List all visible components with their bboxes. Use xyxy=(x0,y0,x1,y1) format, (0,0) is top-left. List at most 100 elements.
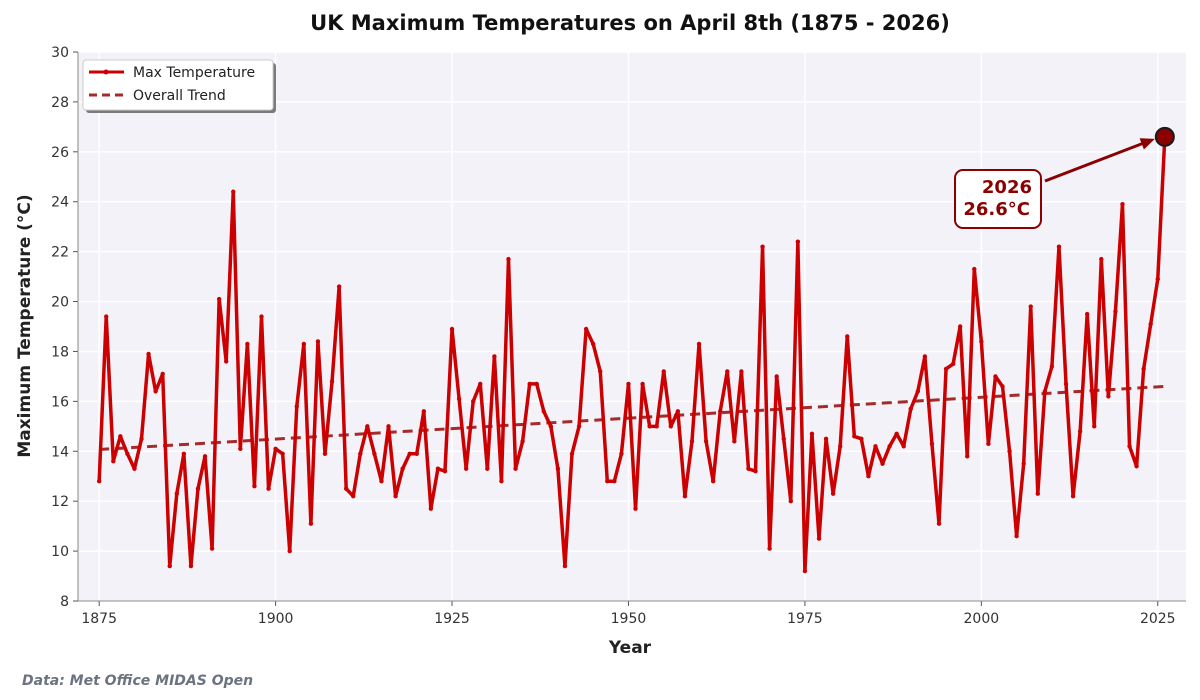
data-point xyxy=(809,431,815,437)
x-tick-label: 1975 xyxy=(787,611,823,627)
data-point xyxy=(837,444,843,449)
annotation-arrow xyxy=(1044,140,1148,183)
data-points xyxy=(96,134,1168,574)
data-point xyxy=(732,439,737,444)
data-point xyxy=(852,434,857,439)
x-tick-label: 1900 xyxy=(258,611,294,627)
x-tick-label: 2000 xyxy=(964,611,1000,627)
data-point xyxy=(1063,381,1069,387)
data-point xyxy=(746,466,751,471)
data-point xyxy=(111,459,116,464)
y-tick-label: 26 xyxy=(51,145,69,161)
annotation: 2026 26.6°C xyxy=(954,126,1175,229)
data-point xyxy=(287,548,292,554)
data-point xyxy=(365,424,370,429)
y-tick-label: 30 xyxy=(51,45,69,61)
data-point xyxy=(1035,491,1040,496)
data-point xyxy=(139,436,144,441)
data-point xyxy=(372,451,377,456)
data-point xyxy=(555,466,561,471)
data-point xyxy=(979,339,984,344)
data-point xyxy=(188,563,194,569)
data-point xyxy=(612,479,617,484)
data-point xyxy=(894,431,899,437)
data-point xyxy=(929,441,935,446)
data-point xyxy=(449,326,455,332)
data-point xyxy=(506,256,511,262)
data-point xyxy=(499,479,504,484)
data-point xyxy=(718,409,723,414)
data-point xyxy=(146,351,151,357)
legend-label-max-temperature: Max Temperature xyxy=(133,65,255,81)
x-tick-label: 2025 xyxy=(1140,611,1176,627)
data-point xyxy=(1056,244,1062,249)
data-point xyxy=(1077,429,1083,434)
data-point xyxy=(1106,394,1111,399)
data-point xyxy=(965,454,970,459)
y-axis-label: Maximum Temperature (°C) xyxy=(15,194,35,457)
data-point xyxy=(668,424,674,429)
data-point xyxy=(224,359,229,364)
data-point xyxy=(562,563,568,569)
data-point xyxy=(845,334,850,339)
data-point xyxy=(541,409,546,414)
data-point xyxy=(710,479,716,484)
data-point xyxy=(590,341,596,347)
data-point xyxy=(386,424,391,429)
data-point xyxy=(379,479,384,484)
data-point xyxy=(428,506,434,511)
data-point xyxy=(760,244,765,249)
data-point xyxy=(442,469,448,474)
annotation-value: 26.6°C xyxy=(963,199,1030,220)
annotation-arrowhead xyxy=(1139,138,1155,150)
data-point xyxy=(1127,444,1132,449)
data-point xyxy=(661,369,666,374)
data-point xyxy=(802,568,808,574)
y-tick-labels: 8 10 12 14 16 18 20 22 24 26 28 30 xyxy=(51,45,69,610)
y-tick-label: 20 xyxy=(51,295,69,311)
data-point xyxy=(527,381,532,387)
data-point xyxy=(1021,461,1026,466)
data-point xyxy=(513,466,518,471)
data-point xyxy=(583,326,589,332)
data-point xyxy=(725,369,730,374)
data-point xyxy=(682,493,688,499)
legend: Max Temperature Overall Trend xyxy=(82,59,276,113)
data-point xyxy=(830,491,836,496)
data-point xyxy=(245,341,250,347)
data-point xyxy=(308,521,314,526)
data-point xyxy=(654,424,659,429)
series-layer xyxy=(96,134,1168,574)
data-point xyxy=(950,361,956,367)
data-point xyxy=(252,484,257,489)
data-point xyxy=(922,354,928,359)
data-point xyxy=(1113,309,1118,314)
x-tick-labels: 1875 1900 1925 1950 1975 2000 2025 xyxy=(81,611,1175,627)
y-tick-label: 24 xyxy=(51,195,69,211)
data-point xyxy=(209,546,215,551)
data-point xyxy=(739,369,744,374)
data-point xyxy=(696,341,702,347)
data-point xyxy=(647,424,652,429)
x-tick-label: 1875 xyxy=(81,611,117,627)
data-point xyxy=(104,314,109,319)
data-point xyxy=(915,389,921,394)
data-point xyxy=(880,461,885,466)
data-point xyxy=(266,486,271,491)
data-point xyxy=(873,444,878,449)
x-tick-label: 1950 xyxy=(611,611,647,627)
data-point xyxy=(322,451,328,456)
data-point xyxy=(202,454,208,459)
data-point xyxy=(957,324,963,329)
data-point xyxy=(1148,321,1153,327)
data-point xyxy=(181,451,187,456)
x-tick-label: 1925 xyxy=(434,611,470,627)
data-point xyxy=(972,266,977,272)
data-point xyxy=(774,374,779,379)
data-point xyxy=(626,381,631,387)
data-point xyxy=(351,493,356,499)
legend-marker-max-temperature xyxy=(103,69,109,75)
data-point xyxy=(1007,449,1012,454)
data-point xyxy=(619,451,624,456)
